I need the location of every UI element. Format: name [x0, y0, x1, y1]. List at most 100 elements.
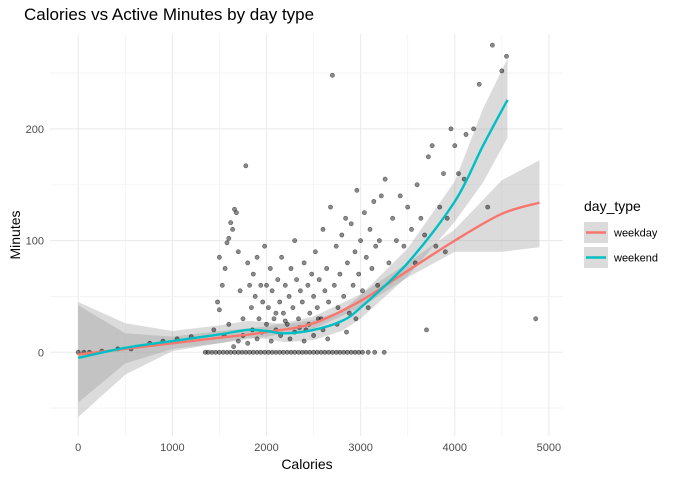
data-point: [341, 293, 347, 299]
data-point: [282, 282, 288, 288]
data-point: [373, 243, 379, 249]
legend-label-weekend: weekend: [613, 253, 658, 265]
data-point: [365, 305, 371, 310]
data-point: [279, 254, 284, 260]
data-point: [262, 349, 267, 355]
data-point: [378, 193, 384, 199]
data-point: [329, 72, 335, 78]
data-point: [371, 199, 377, 204]
legend-label-weekday: weekday: [613, 228, 658, 240]
data-point: [213, 349, 219, 355]
data-point: [422, 232, 427, 238]
data-point: [425, 154, 431, 160]
data-point: [311, 293, 316, 299]
x-tick-label: 5000: [537, 442, 561, 454]
data-point: [292, 238, 298, 243]
data-point: [328, 204, 333, 210]
data-point: [235, 349, 241, 355]
data-point: [381, 349, 387, 355]
data-point: [286, 293, 292, 299]
data-point: [365, 349, 371, 355]
data-point: [277, 349, 283, 355]
data-point: [363, 254, 369, 260]
data-point: [441, 171, 446, 176]
data-point: [269, 288, 275, 294]
data-point: [333, 243, 339, 249]
data-point: [485, 204, 491, 210]
data-point: [265, 349, 271, 355]
x-tick-label: 3000: [348, 442, 372, 454]
data-point: [489, 42, 495, 48]
data-point: [250, 271, 256, 277]
data-point: [280, 349, 286, 355]
data-point: [243, 163, 249, 169]
data-point: [429, 143, 435, 149]
data-point: [354, 187, 360, 193]
data-point: [504, 53, 509, 59]
data-point: [350, 282, 356, 288]
data-point: [243, 349, 249, 355]
data-point: [232, 349, 237, 355]
data-point: [252, 293, 258, 299]
data-point: [301, 338, 307, 344]
data-point: [254, 254, 260, 260]
data-point: [220, 349, 226, 355]
data-point: [456, 171, 461, 176]
data-point: [211, 327, 217, 333]
data-point: [307, 310, 313, 316]
data-point: [372, 349, 378, 355]
data-point: [442, 249, 448, 255]
data-point: [254, 349, 260, 355]
x-tick-label: 1000: [160, 442, 184, 454]
data-point: [268, 338, 274, 344]
data-point: [393, 238, 399, 243]
data-point: [375, 282, 380, 288]
y-axis-title: Minutes: [7, 210, 23, 259]
data-point: [264, 321, 269, 327]
data-point: [216, 254, 222, 260]
data-point: [237, 288, 243, 294]
legend-title: day_type: [584, 198, 641, 214]
data-point: [360, 349, 365, 355]
data-point: [311, 349, 316, 355]
data-point: [376, 238, 382, 243]
data-point: [226, 321, 232, 327]
legend-keys: weekday weekend: [584, 222, 658, 268]
data-point: [296, 316, 301, 322]
band-weekend: [78, 58, 508, 417]
data-point: [247, 282, 252, 288]
y-tick-labels: 0 100 200: [26, 124, 44, 359]
data-point: [414, 182, 420, 188]
data-point: [264, 282, 269, 288]
data-point: [258, 282, 264, 288]
data-point: [282, 318, 288, 324]
data-point: [254, 336, 260, 342]
data-point: [219, 282, 225, 288]
data-point: [301, 260, 307, 266]
data-point: [290, 305, 296, 310]
grid-lines: [50, 34, 563, 436]
data-point: [433, 243, 439, 249]
data-point: [335, 305, 341, 310]
data-point: [322, 288, 328, 294]
data-point: [292, 349, 298, 355]
data-point: [314, 349, 320, 355]
data-point: [444, 215, 450, 221]
data-point: [288, 266, 294, 271]
data-point: [344, 329, 349, 335]
data-point: [452, 143, 458, 149]
data-point: [339, 232, 345, 238]
data-point: [256, 316, 262, 322]
data-point: [224, 240, 230, 246]
data-point: [245, 260, 251, 266]
x-tick-label: 2000: [254, 442, 278, 454]
data-point: [307, 349, 313, 355]
data-point: [269, 349, 275, 355]
data-point: [233, 210, 239, 216]
x-tick-labels: 0 1000 2000 3000 4000 5000: [75, 442, 561, 454]
data-point: [305, 282, 311, 288]
data-point: [329, 349, 335, 355]
data-point: [386, 260, 392, 266]
data-point: [322, 349, 328, 355]
